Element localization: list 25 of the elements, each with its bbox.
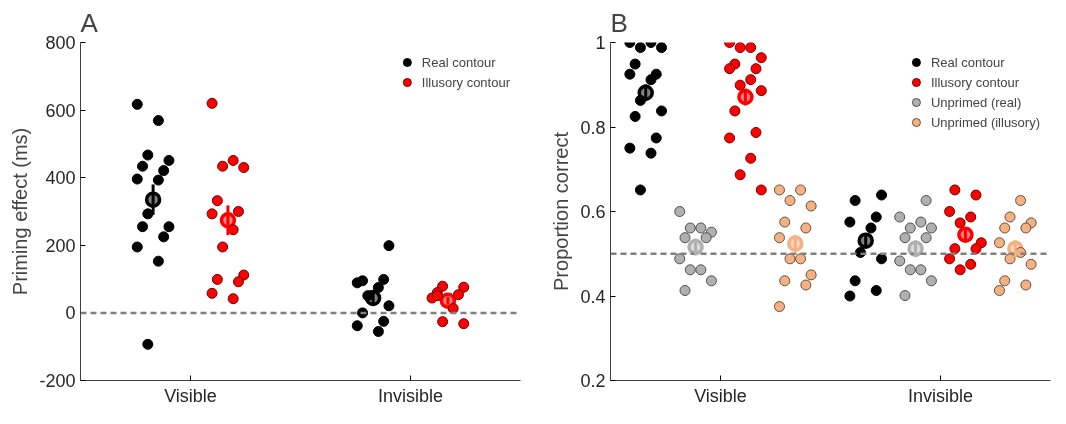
legend-label: Unprimed (real) [930, 93, 1022, 112]
y-tick-label: 0.2 [580, 371, 606, 391]
y-tick-label: 0.4 [580, 286, 606, 307]
y-tick-label: 0.8 [580, 117, 606, 138]
y-tick-label: 0 [65, 303, 76, 324]
x-tick-label: Invisible [377, 385, 444, 406]
y-axis-title: Priming effect (ms) [9, 127, 32, 296]
y-tick-label: 0.6 [580, 202, 606, 222]
x-tick-label: Visible [694, 385, 747, 406]
y-tick-label: 400 [45, 168, 76, 189]
legend-label: Unprimed (illusory) [930, 113, 1040, 132]
y-tick-label: 1 [595, 33, 606, 53]
y-axis-title: Proportion correct [550, 131, 573, 291]
legend-label: Illusory contour [930, 73, 1020, 92]
chart-title: A [80, 7, 99, 38]
y-tick-label: 600 [45, 100, 76, 121]
legend-label: Illusory contour [421, 73, 510, 92]
y-tick-label: 200 [45, 235, 76, 256]
y-tick-label: -200 [39, 371, 76, 391]
y-tick-label: 800 [45, 33, 76, 53]
x-tick-label: Visible [164, 385, 217, 406]
legend-label: Real contour [930, 53, 1005, 72]
legend-label: Real contour [421, 53, 496, 72]
x-tick-label: Invisible [907, 385, 974, 406]
chart-title: B [610, 7, 628, 38]
